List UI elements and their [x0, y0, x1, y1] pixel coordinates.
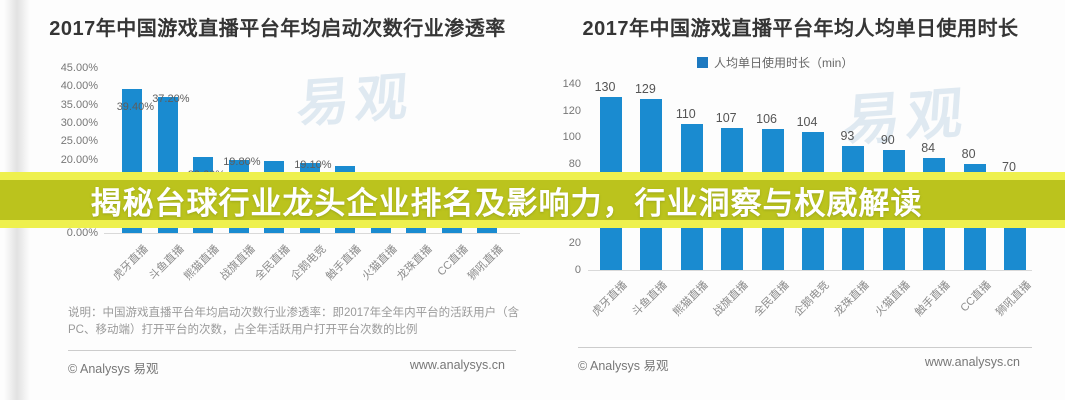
copyright-text: © Analysys 易观 [68, 362, 159, 376]
divider-line [578, 347, 1032, 348]
banner-headline: 揭秘台球行业龙头企业排名及影响力，行业洞察与权威解读 [90, 185, 923, 221]
website-text: www.analysys.cn [409, 358, 505, 372]
website-text: www.analysys.cn [924, 355, 1020, 369]
divider-line [68, 350, 516, 351]
left-chart-note: 说明：中国游戏直播平台年均启动次数行业渗透率：即2017年全年内平台的活跃用户（… [68, 307, 520, 336]
right-chart-legend: 人均单日使用时长（min） [697, 54, 853, 71]
left-chart-title: 2017年中国游戏直播平台年均启动次数行业渗透率 [49, 18, 506, 40]
legend-swatch-icon [697, 57, 708, 68]
copyright-text: © Analysys 易观 [578, 359, 669, 373]
legend-label: 人均单日使用时长（min） [714, 56, 854, 70]
right-chart-title: 2017年中国游戏直播平台年均人均单日使用时长 [582, 18, 1019, 40]
